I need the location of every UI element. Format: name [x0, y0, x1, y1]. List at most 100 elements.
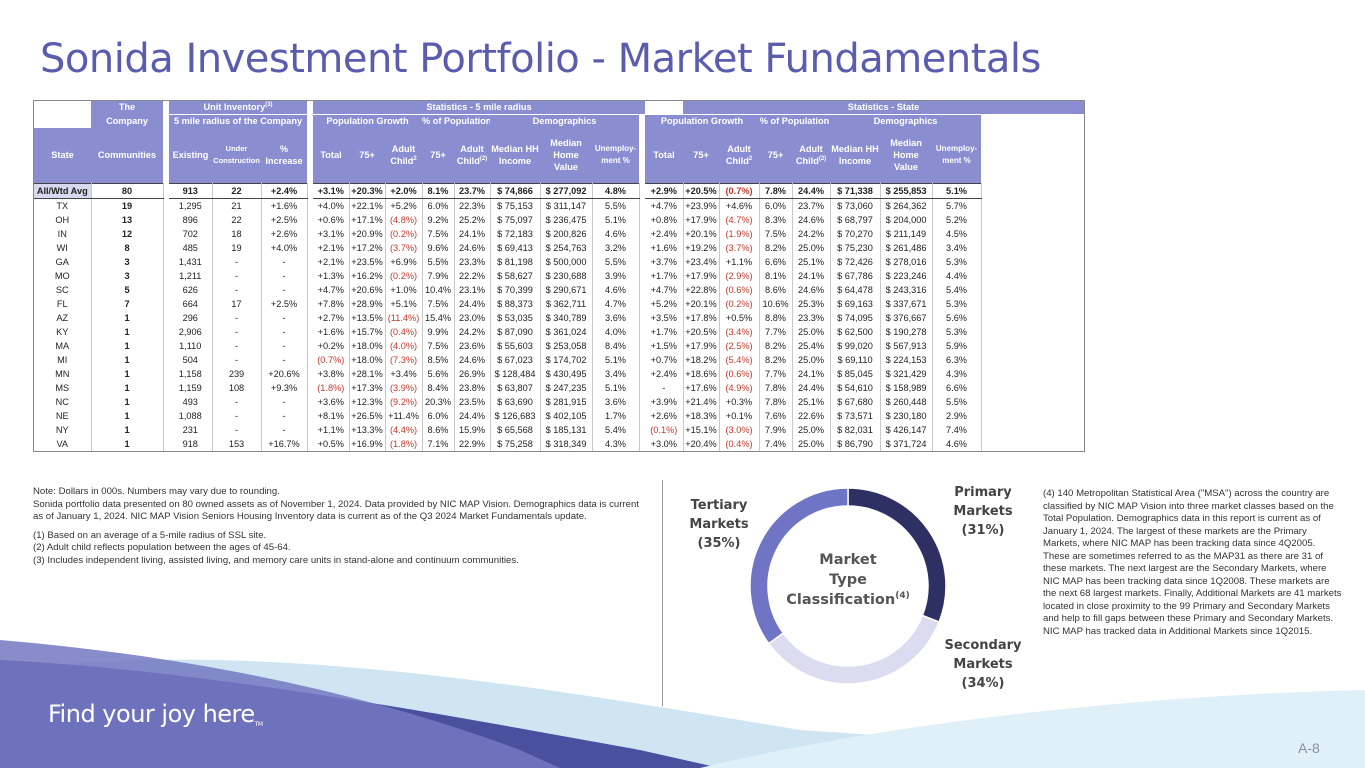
cell-median-home-value-state: $ 261,486 [880, 240, 933, 255]
cell-median-home-value: $ 362,711 [540, 296, 593, 311]
cell-under-construction: - [212, 310, 262, 325]
cell-unemployment-state: 5.2% [932, 212, 982, 227]
cell-total: +1.6% [313, 324, 350, 339]
cell-median-home-value: $ 361,024 [540, 324, 593, 339]
cell-pct-adult-child-state: 25.0% [792, 240, 831, 255]
cell-total-state: +3.0% [645, 436, 684, 451]
cell-median-home-value-state: $ 204,000 [880, 212, 933, 227]
cell-adult-child: (3.7%) [385, 240, 423, 255]
cell-communities: 1 [91, 394, 164, 409]
cell-state: OH [34, 212, 92, 227]
cell-under-construction: 153 [212, 436, 262, 451]
cell-median-hh-income: $ 87,090 [490, 324, 541, 339]
cell-pct-75plus: 8.4% [422, 380, 455, 395]
cell-pct-adult-child: 15.9% [454, 422, 491, 437]
cell-pct-75plus: 9.2% [422, 212, 455, 227]
cell-pct-75plus-state: 7.8% [759, 182, 793, 199]
cell-median-home-value: $ 402,105 [540, 408, 593, 423]
cell-unemployment: 5.1% [592, 212, 640, 227]
cell-unemployment-state: 5.3% [932, 254, 982, 269]
cell-state: GA [34, 254, 92, 269]
table-row: MN 1 1,158 239 +20.6% +3.8% +28.1% +3.4% 5.6% 26.… [34, 366, 1084, 381]
cell-unemployment: 4.6% [592, 282, 640, 297]
cell-total: +3.8% [313, 366, 350, 381]
cell-median-home-value: $ 277,092 [540, 182, 593, 199]
table-row: MA 1 1,110- - +0.2% +18.0% (4.0%) 7.5% 23.6% $ 55… [34, 338, 1084, 353]
cell-pct-adult-child-state: 23.3% [792, 310, 831, 325]
cell-unemployment-state: 4.5% [932, 226, 982, 241]
cell-pct-75plus: 8.1% [422, 182, 455, 199]
table-body: All/Wtd Avg 80 913 22 +2.4% +3.1% +20.3% +2.0% 8… [34, 182, 1084, 451]
cell-under-construction: 17 [212, 296, 262, 311]
cell-communities: 3 [91, 268, 164, 283]
cell-existing: 296 [169, 310, 213, 325]
table-row: TX 19 1,295 21 +1.6% +4.0% +22.1% +5.2% 6.0% 22.3… [34, 198, 1084, 213]
cell-pct-adult-child: 23.3% [454, 254, 491, 269]
cell-adult-child: +5.2% [385, 198, 423, 213]
cell-pct-adult-child: 25.2% [454, 212, 491, 227]
cell-median-home-value-state: $ 230,180 [880, 408, 933, 423]
column-gap [163, 212, 169, 227]
cell-median-home-value-state: $ 158,989 [880, 380, 933, 395]
cell-median-home-value-state: $ 211,149 [880, 226, 933, 241]
cell-adult-child-state: (1.9%) [719, 226, 760, 241]
col-pct-75plus: 75+ [422, 128, 455, 183]
cell-pct-increase: +16.7% [261, 436, 308, 451]
cell-pct-75plus: 5.5% [422, 254, 455, 269]
cell-median-hh-income-state: $ 67,786 [830, 268, 881, 283]
cell-75plus: +15.7% [349, 324, 386, 339]
cell-communities: 1 [91, 422, 164, 437]
cell-unemployment: 4.3% [592, 436, 640, 451]
cell-under-construction: - [212, 282, 262, 297]
cell-median-hh-income-state: $ 85,045 [830, 366, 881, 381]
cell-pct-adult-child: 23.5% [454, 394, 491, 409]
cell-pct-increase: - [261, 352, 308, 367]
cell-adult-child: (1.8%) [385, 436, 423, 451]
cell-adult-child: (4.8%) [385, 212, 423, 227]
column-gap [163, 282, 169, 297]
column-gap [639, 296, 646, 311]
cell-under-construction: - [212, 254, 262, 269]
cell-pct-75plus-state: 7.7% [759, 324, 793, 339]
column-gap [307, 282, 314, 297]
cell-pct-adult-child: 22.3% [454, 198, 491, 213]
column-gap [639, 352, 646, 367]
column-gap [639, 254, 646, 269]
column-gap [639, 310, 646, 325]
footnote-1: (1) Based on an average of a 5-mile radi… [33, 529, 267, 541]
cell-under-construction: 18 [212, 226, 262, 241]
cell-median-hh-income: $ 72,183 [490, 226, 541, 241]
cell-total-state: +3.5% [645, 310, 684, 325]
cell-pct-increase: - [261, 268, 308, 283]
cell-adult-child: +1.0% [385, 282, 423, 297]
label-tertiary-markets: Tertiary Markets (35%) [689, 498, 749, 551]
column-gap [639, 380, 646, 395]
cell-state: NE [34, 408, 92, 423]
column-gap [163, 366, 169, 381]
header-5mile-of-company: 5 mile radius of the Company [169, 114, 308, 128]
cell-pct-75plus-state: 7.8% [759, 380, 793, 395]
cell-existing: 1,295 [169, 198, 213, 213]
cell-existing: 504 [169, 352, 213, 367]
cell-median-hh-income-state: $ 71,338 [830, 182, 881, 199]
cell-pct-75plus-state: 7.8% [759, 394, 793, 409]
cell-pct-adult-child: 24.1% [454, 226, 491, 241]
cell-75plus-state: +17.8% [683, 310, 720, 325]
cell-adult-child-state: (2.9%) [719, 268, 760, 283]
cell-unemployment: 4.8% [592, 182, 640, 199]
column-gap [307, 310, 314, 325]
tagline-logo: Find your joy hereTM [48, 700, 263, 728]
cell-existing: 664 [169, 296, 213, 311]
cell-adult-child: +3.4% [385, 366, 423, 381]
column-gap [163, 198, 169, 213]
cell-median-hh-income-state: $ 72,426 [830, 254, 881, 269]
cell-unemployment: 3.2% [592, 240, 640, 255]
cell-median-home-value: $ 254,763 [540, 240, 593, 255]
cell-total: +4.7% [313, 282, 350, 297]
cell-unemployment: 8.4% [592, 338, 640, 353]
cell-unemployment-state: 5.1% [932, 182, 982, 199]
cell-unemployment: 5.1% [592, 352, 640, 367]
cell-communities: 8 [91, 240, 164, 255]
cell-median-home-value: $ 340,789 [540, 310, 593, 325]
cell-communities: 1 [91, 408, 164, 423]
